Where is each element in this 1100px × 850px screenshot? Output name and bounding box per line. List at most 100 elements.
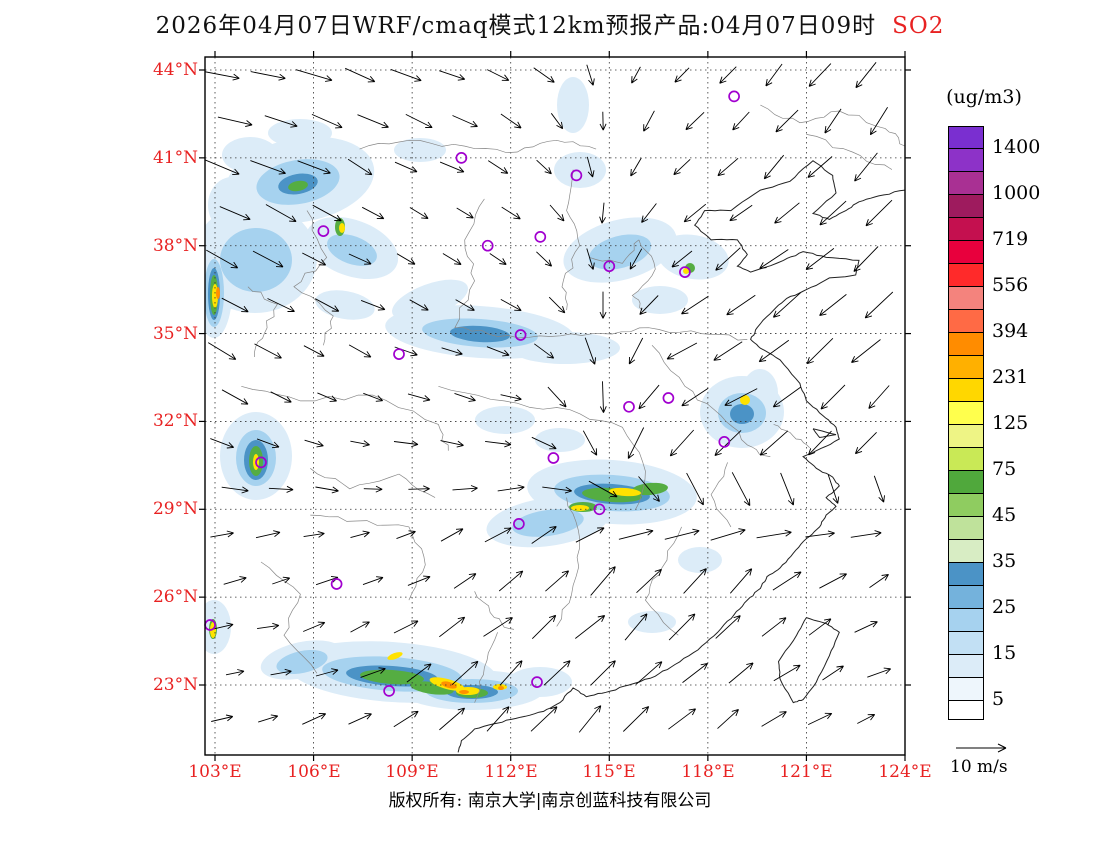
colorbar-cell [949,494,983,517]
province-boundary [260,561,318,674]
wind-arrow [682,662,708,683]
wind-arrow [396,530,416,540]
wind-arrow [547,386,567,408]
wind-arrow [584,337,597,365]
wind-arrow [664,528,700,540]
lon-label: 106°E [287,762,341,782]
wind-arrow [588,480,618,498]
wind-arrow [254,343,282,359]
coastline [457,160,905,753]
wind-arrow [405,113,433,129]
pollution-area [632,482,668,496]
wind-arrow [759,249,789,269]
province-boundary [474,591,515,630]
colorbar-tick-label: 35 [992,550,1017,572]
wind-arrow [805,248,835,271]
wind-arrow [635,661,663,685]
station-marker [534,231,547,243]
wind-arrow [440,528,464,542]
pollution-area [360,669,424,685]
wind-arrow [773,664,801,682]
colorbar-cell [949,241,983,264]
province-boundary [474,632,498,703]
pollution-area [678,547,722,573]
province-boundary [710,462,732,528]
wind-arrow [868,385,890,409]
colorbar-cell [949,195,983,218]
colorbar-cell [949,379,983,402]
lon-label: 103°E [188,762,242,782]
wind-arrow [729,204,753,222]
pollution-area [632,286,688,314]
province-boundary [310,468,436,498]
colorbar-cell [949,264,983,287]
wind-arrow [761,711,787,727]
wind-arrow [586,156,595,178]
wind-arrow [630,157,642,177]
wind-arrow [669,429,695,457]
wind-arrow [257,622,280,630]
wind-arrow [268,485,294,493]
wind-arrow [317,392,337,402]
wind-arrow [671,250,693,268]
wind-arrow [855,62,877,89]
colorbar-tick-label: 125 [992,412,1029,434]
wind-arrow [622,706,650,732]
station-marker [383,685,395,697]
wind-arrow [853,246,879,272]
wind-arrow [362,576,384,586]
wind-arrow [347,158,373,176]
wind-arrow [578,705,602,733]
pollution-area [276,649,328,675]
wind-arrow [867,667,892,678]
wind-arrow [442,253,462,265]
station-marker [718,436,731,448]
wind-arrow [590,566,616,596]
pollution-area [220,228,292,292]
wind-arrow [674,67,690,83]
colorbar-cell [949,701,983,719]
wind-arrow [586,248,595,270]
wind-arrow [406,663,432,683]
wind-arrow [348,344,372,358]
wind-arrow [550,113,564,130]
wind-arrow [819,573,847,589]
wind-scale-label: 10 m/s [950,757,1008,777]
wind-arrow [685,111,705,131]
station-marker [455,152,468,164]
province-boundary [438,385,646,510]
wind-arrow [272,576,291,585]
wind-arrow [822,665,844,681]
colorbar-tick-label: 25 [992,596,1017,618]
wind-arrow [681,295,709,315]
colorbar [948,126,984,720]
lon-label: 118°E [681,762,735,782]
station-marker [623,400,635,413]
pollution-area [683,268,689,274]
station-marker [255,456,267,469]
pollution-area [339,223,345,233]
province-boundary [773,424,810,449]
wind-arrow [250,160,286,175]
wind-arrow [357,114,389,129]
wind-arrow [407,393,431,402]
wind-arrow [761,617,787,637]
wind-arrow [250,71,286,81]
colorbar-tick-label: 1000 [992,182,1041,204]
wind-arrow [531,526,557,544]
wind-arrow [439,616,466,638]
wind-arrow [808,430,832,456]
wind-arrow [765,63,783,87]
colorbar-cell [949,287,983,310]
wind-arrow [409,299,429,311]
wind-arrow [590,660,616,686]
lat-label: 32°N [152,411,198,431]
lat-label: 29°N [152,499,198,519]
wind-arrow [807,156,833,178]
wind-arrow [489,253,507,265]
lat-label: 44°N [152,60,198,80]
wind-arrow [455,299,475,311]
wind-arrow [500,113,522,129]
colorbar-tick-label: 231 [992,366,1029,388]
wind-arrow [854,621,878,633]
